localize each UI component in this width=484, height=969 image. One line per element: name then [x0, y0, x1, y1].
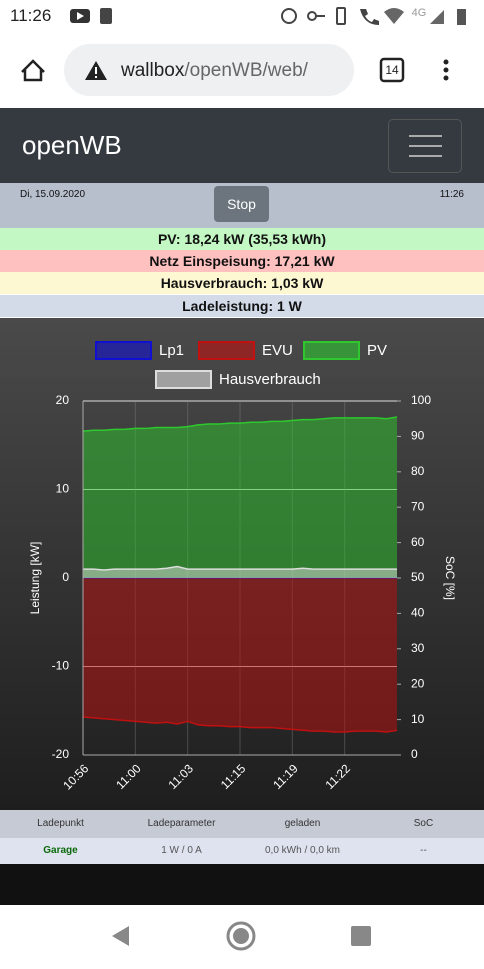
y2-tick-label: 10 [411, 712, 425, 726]
url: wallbox/openWB/web/ [120, 60, 309, 81]
legend-swatch [303, 341, 360, 360]
series-area [83, 416, 397, 578]
url-path: /openWB/web/ [184, 60, 308, 81]
y-axis-label: Leistung [kW] [28, 542, 42, 615]
brand: openWB [22, 130, 122, 160]
url-host: wallbox [120, 60, 185, 81]
series-line [82, 416, 398, 432]
series-line [82, 716, 398, 733]
tab-count: 14 [385, 63, 399, 77]
series-line [83, 565, 397, 571]
y2-tick-label: 50 [411, 570, 425, 584]
browser-bar: wallbox/openWB/web/ 14 [21, 44, 449, 96]
y2-tick-label: 100 [411, 393, 431, 407]
tabs-button[interactable] [379, 57, 405, 83]
time: 11:26 [439, 189, 464, 200]
table-cell: Garage [43, 845, 78, 856]
stop-button[interactable]: Stop [214, 186, 269, 222]
y-tick-label: 20 [56, 393, 70, 407]
recents-button[interactable] [351, 926, 371, 946]
status-icons: 4G [70, 7, 466, 25]
table-row: Garage 1 W / 0 A 0,0 kWh / 0,0 km -- [0, 838, 484, 864]
menu-toggle[interactable] [388, 119, 462, 173]
house-row: Hausverbrauch: 1,03 kW [0, 272, 484, 294]
series-area [83, 578, 397, 732]
network-label: 4G [412, 7, 427, 19]
legend-label: EVU [262, 342, 293, 359]
navbar: openWB [0, 108, 484, 183]
y2-tick-label: 60 [411, 535, 425, 549]
y-tick-label: -10 [52, 659, 70, 673]
table-cell: 1 W / 0 A [161, 845, 202, 856]
system-nav [112, 921, 371, 951]
date: Di, 15.09.2020 [20, 189, 86, 200]
y2-tick-label: 80 [411, 464, 425, 478]
url-field[interactable] [64, 44, 354, 96]
y2-axis-label: SoC [%] [443, 556, 457, 600]
y2-tick-label: 30 [411, 641, 425, 655]
footer [0, 864, 484, 905]
column-header: SoC [413, 818, 434, 829]
y-tick-label: 10 [56, 482, 70, 496]
back-button[interactable] [112, 926, 129, 946]
chart: Leistung [kW] SoC [%] -20 -10 0 10 20 0 10 20 30… [0, 318, 484, 810]
legend-label: Lp1 [159, 342, 184, 359]
table-cell: -- [420, 845, 427, 856]
grid-row: Netz Einspeisung: 17,21 kW [0, 250, 484, 272]
table-cell: 0,0 kWh / 0,0 km [264, 845, 341, 856]
column-header: Ladeparameter [147, 818, 216, 829]
charge-row: Ladeleistung: 1 W [0, 295, 484, 317]
home-nav-button[interactable] [226, 921, 256, 951]
clock: 11:26 [10, 6, 52, 25]
column-header: geladen [284, 818, 321, 829]
table-header: Ladepunkt Ladeparameter geladen SoC [0, 810, 484, 838]
legend-swatch [155, 370, 212, 389]
home-button[interactable] [21, 59, 45, 82]
y-tick-label: -20 [52, 747, 70, 761]
y2-tick-label: 90 [411, 429, 425, 443]
legend-swatch [198, 341, 255, 360]
y-tick-label: 0 [62, 570, 69, 584]
legend-label: Hausverbrauch [219, 371, 321, 388]
legend-swatch [95, 341, 152, 360]
y2-tick-label: 20 [411, 676, 425, 690]
y2-tick-label: 0 [411, 747, 418, 761]
column-header: Ladepunkt [37, 818, 84, 829]
y2-tick-label: 40 [411, 606, 425, 620]
y2-tick-label: 70 [411, 499, 425, 513]
info-row: Di, 15.09.2020 Stop 11:26 [0, 183, 484, 228]
pv-row: PV: 18,24 kW (35,53 kWh) [0, 228, 484, 250]
legend-label: PV [367, 342, 387, 359]
